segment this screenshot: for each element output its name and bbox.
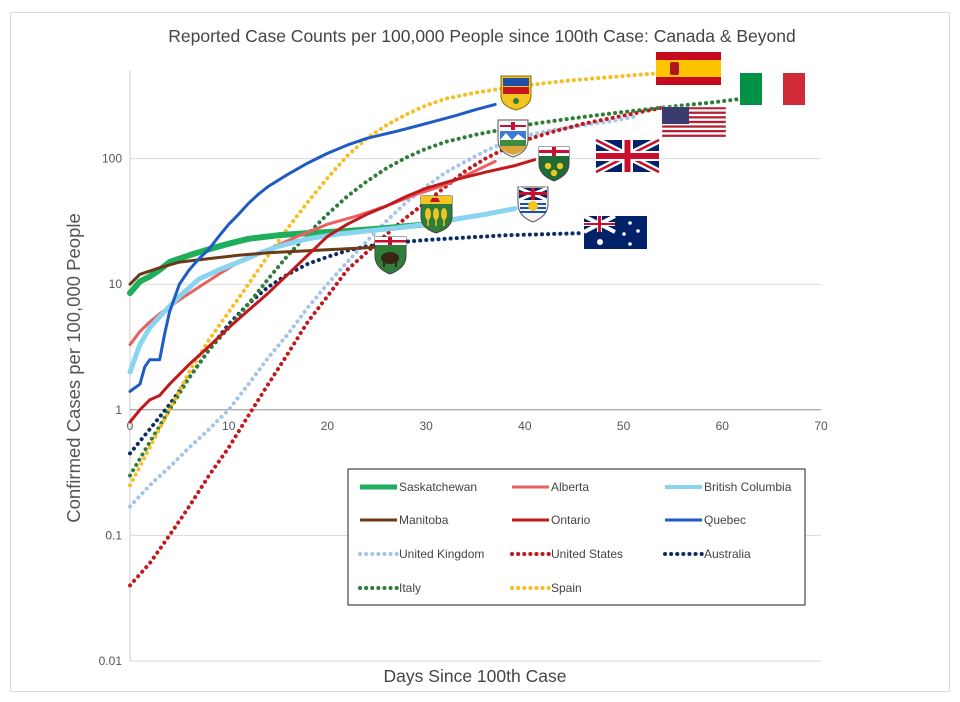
y-tick-label-0.01: 0.01 (99, 654, 123, 668)
us-flag-icon (661, 106, 727, 140)
series-ontario (128, 158, 537, 424)
legend-label-saskatchewan: Saskatchewan (399, 480, 477, 494)
series-italy (128, 96, 744, 478)
manitoba-arms-icon (374, 236, 407, 275)
y-tick-label-0.1: 0.1 (105, 528, 122, 542)
x-tick-label-40: 40 (518, 419, 532, 433)
y-axis-label: Confirmed Cases per 100,000 People (63, 213, 84, 523)
legend-label-united-kingdom: United Kingdom (399, 547, 484, 561)
x-tick-label-0: 0 (127, 419, 134, 433)
series-manitoba (128, 244, 389, 286)
saskatchewan-arms-icon (420, 195, 453, 234)
x-tick-labels: 0 10 20 30 40 50 60 70 (127, 419, 828, 433)
legend-label-italy: Italy (399, 581, 421, 595)
x-tick-label-30: 30 (419, 419, 433, 433)
legend: Saskatchewan Alberta British Columbia Manit… (347, 468, 806, 606)
uk-flag-icon (594, 136, 661, 176)
alberta-arms-icon (497, 119, 529, 158)
flags (374, 52, 805, 275)
legend-label-manitoba: Manitoba (399, 513, 449, 527)
legend-label-alberta: Alberta (551, 480, 589, 494)
y-tick-label-100: 100 (102, 152, 122, 166)
x-axis-label: Days Since 100th Case (384, 666, 567, 686)
bc-arms-icon (517, 186, 549, 223)
series-australia (128, 231, 587, 456)
spain-flag-icon (656, 52, 721, 85)
y-tick-label-10: 10 (109, 277, 123, 291)
series-quebec (128, 102, 497, 393)
x-tick-label-20: 20 (321, 419, 335, 433)
ontario-arms-icon (538, 146, 570, 182)
legend-label-united-states: United States (551, 547, 623, 561)
x-tick-label-10: 10 (222, 419, 236, 433)
x-tick-label-60: 60 (716, 419, 730, 433)
quebec-arms-icon (500, 75, 532, 111)
legend-label-ontario: Ontario (551, 513, 591, 527)
legend-label-spain: Spain (551, 581, 582, 595)
legend-label-australia: Australia (704, 547, 751, 561)
chart-title: Reported Case Counts per 100,000 People … (168, 26, 796, 46)
x-tick-label-50: 50 (617, 419, 631, 433)
y-tick-label-1: 1 (115, 403, 122, 417)
italy-flag-icon (740, 73, 805, 105)
x-tick-label-70: 70 (814, 419, 828, 433)
legend-label-british-columbia: British Columbia (704, 480, 792, 494)
australia-flag-icon (583, 214, 647, 249)
series-spain (128, 71, 656, 488)
legend-box (347, 468, 806, 606)
y-tick-labels: 0.01 0.1 1 10 100 (99, 152, 123, 668)
legend-label-quebec: Quebec (704, 513, 746, 527)
